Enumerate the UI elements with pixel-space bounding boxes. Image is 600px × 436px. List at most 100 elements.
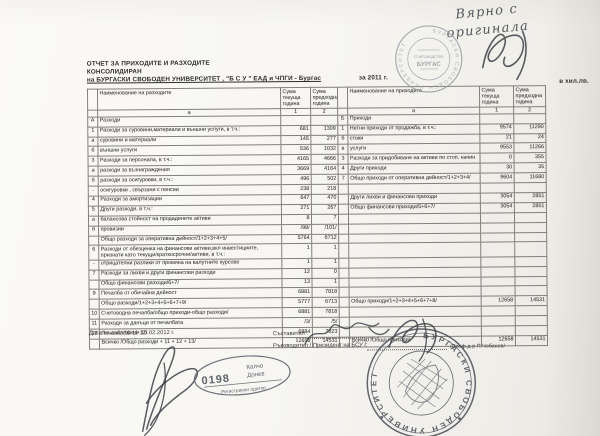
expense-amount-current: 6881 [282,307,313,318]
expense-row-label: - [88,186,99,197]
expense-amount-previous: 1 [311,257,339,269]
income-row-label [338,213,349,224]
income-item-name [348,242,481,258]
expense-amount-current: 145 [280,135,311,146]
income-amount-previous: 2851 [514,202,547,213]
accounting-stamp: БУРГАСКИ СВОБОДЕН УНИВЕРСИТЕТ Счетоводст… [395,25,463,93]
auditor-number: 0198 [201,373,230,388]
svg-text:БУРГАСКИ СВОБОДЕН УНИВЕРСИТЕТ: БУРГАСКИ СВОБОДЕН УНИВЕРСИТЕТ [397,28,460,90]
report-subtitle: КОНСОЛИДИРАН [86,68,142,76]
income-row-label [338,223,349,234]
expense-amount-previous: 218 [311,184,339,195]
income-row-label [338,203,349,214]
expense-amount-current: 1 [281,258,312,269]
income-amount-current: 12658 [481,296,516,307]
expense-row-label: 10 [89,309,100,320]
income-row-label [338,257,349,268]
income-amount-previous [514,266,547,277]
auditor-name: Донев [247,371,265,379]
income-amount-current [480,276,516,287]
expense-amount-previous: 6713 [312,297,340,308]
header-expenses-name: Наименование на разходите [97,87,281,110]
expense-amount-current: 271 [281,204,312,215]
header-empty [337,87,348,108]
expense-amount-previous: 7818 [312,307,340,318]
income-amount-current [480,242,515,257]
income-amount-current [480,232,515,243]
header-sum-previous: Сума предходна година [513,85,546,107]
expense-amount-current: /98/ [281,224,312,235]
expense-amount-previous: 6712 [311,233,339,244]
stamp-center-text: Счетоводство [414,54,444,59]
expense-row-label: 5 [88,205,99,216]
expense-amount-previous: 277 [310,134,338,145]
income-row-label [338,267,349,278]
signature [141,346,199,436]
expense-row-label: а [88,166,99,177]
auditor-subtitle: Регистриран одитор [221,385,267,395]
expense-row-label [89,299,100,310]
income-amount-current: 3054 [480,192,515,203]
income-row-label: б [337,134,348,145]
expense-row-label: А [87,116,98,127]
expense-amount-current: 3669 [281,164,312,175]
expense-row-label: 11 [89,319,100,330]
expense-row-label: - [88,259,99,270]
income-amount-previous: 24 [513,133,546,144]
unit-label: в хил.лв. [559,77,589,85]
income-amount-previous [515,325,548,336]
income-amount-current: 30 [480,163,515,174]
income-amount-previous [513,113,546,124]
auditor-stamp: 0198 Калчо Донев Регистриран одитор [193,355,291,396]
income-amount-previous [514,241,547,257]
income-row-label: в [337,144,349,155]
income-amount-current [479,113,514,124]
expense-amount-previous: 0 [311,267,339,278]
signature [388,318,437,362]
income-amount-current [480,212,515,223]
income-amount-previous [514,256,547,267]
income-amount-previous: 355 [513,152,547,164]
income-row-label: 4 [338,164,349,175]
expense-amount-previous: 1032 [310,144,339,155]
expense-row-label: 7 [88,269,99,280]
income-row-label [339,297,350,308]
expense-amount-previous: 7818 [312,287,340,298]
expense-row-label: 6 [88,245,99,260]
income-amount-previous: 11680 [514,172,547,183]
organization-line: на БУРГАСКИ СВОБОДЕН УНИВЕРСИТЕТ , "Б С … [86,74,322,84]
expense-amount-current: 8 [281,214,312,225]
expense-row-label [88,235,99,246]
income-row-label [339,287,350,298]
expense-row-label: 3 [88,156,99,167]
expense-amount-previous: 7 [311,213,339,225]
expense-amount-current: 5764 [281,233,312,245]
income-row-label [338,184,349,195]
income-expenses-table: Наименование на разходите Сума текуща го… [87,85,548,349]
expense-amount-current [280,115,311,126]
header-sum-current: Сума текуща година [479,85,514,107]
expense-row-label: а [87,136,98,147]
income-row-label [338,194,349,205]
income-amount-current: 9574 [479,123,514,134]
income-amount-current: 21 [479,133,514,144]
income-amount-current [480,182,515,194]
income-amount-previous [514,276,548,287]
income-amount-current [481,315,516,327]
income-row-label [338,243,349,258]
expense-row-label [88,279,100,290]
expense-row-label: 9 [89,289,100,300]
income-row-label: 1 [337,124,348,135]
header-sum-previous: Сума предходна година [310,87,338,109]
letter-cell [337,107,348,116]
signature [482,30,527,81]
report-title: ОТЧЕТ ЗА ПРИХОДИТЕ И РАЗХОДИТЕ [86,59,210,68]
header-empty [87,89,98,110]
expense-amount-current: 13 [281,277,313,289]
income-amount-current [480,222,515,233]
stamp-center-text: БУРГАС [417,61,442,68]
expense-amount-current: 647 [281,194,312,205]
income-row-label [339,307,350,318]
